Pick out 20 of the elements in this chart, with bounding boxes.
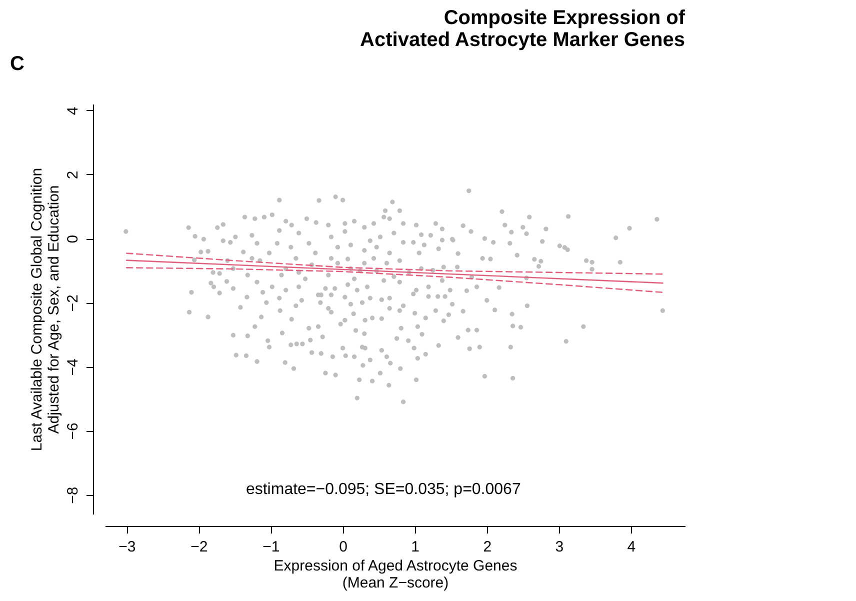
y-tick-label: −6 <box>64 422 82 440</box>
y-tick-label: −8 <box>64 486 82 504</box>
chart-title: Composite Expression of Activated Astrocyte Marker Genes <box>360 7 686 51</box>
x-tick-label: 0 <box>339 538 348 556</box>
annotation: estimate=−0.095; SE=0.035; p=0.0067 <box>246 481 521 498</box>
text: C <box>10 53 24 75</box>
x-tick-label: 3 <box>555 538 564 556</box>
x-tick-label: −3 <box>118 538 136 556</box>
y-axis-title: Last Available Composite Global Cognition Adjusted for Age, Sex, and Education <box>28 168 62 452</box>
y-tick-label: 0 <box>64 234 82 244</box>
y-tick-label: −2 <box>64 294 82 312</box>
x-tick-label: −1 <box>262 538 280 556</box>
x-tick-label: 2 <box>483 538 492 556</box>
x-tick-label: 4 <box>627 538 636 556</box>
y-tick-label: 4 <box>64 106 82 116</box>
y-tick-label: −4 <box>64 358 82 376</box>
x-tick-label: −2 <box>190 538 208 556</box>
x-axis-title: Expression of Aged Astrocyte Genes (Mean Z−score) <box>274 558 518 592</box>
y-tick-label: 2 <box>64 170 82 180</box>
x-tick-label: 1 <box>411 538 420 556</box>
